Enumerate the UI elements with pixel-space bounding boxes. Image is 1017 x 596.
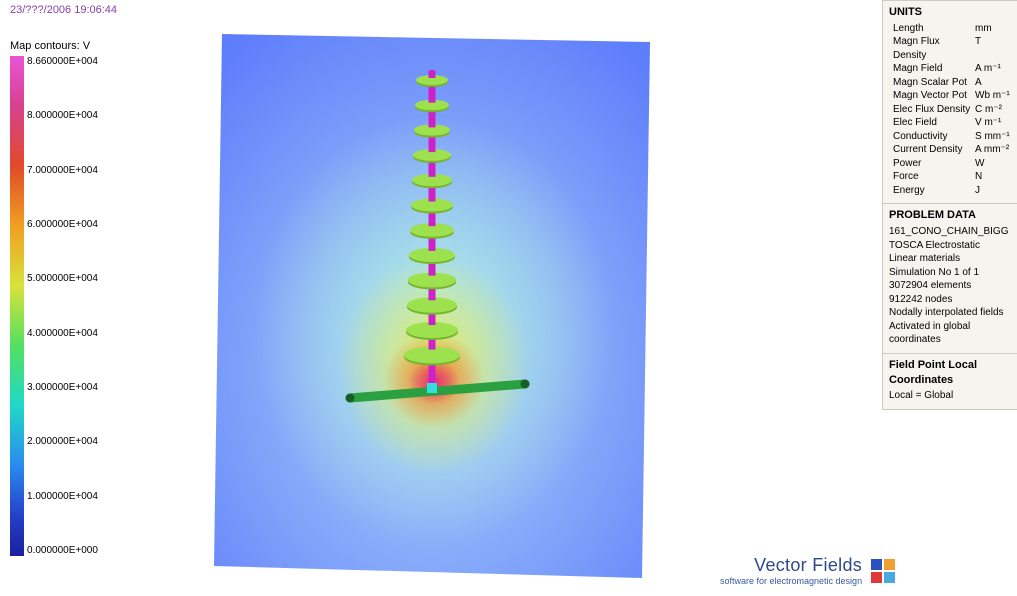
brand-title: Vector Fields bbox=[720, 555, 862, 576]
problem-data-line: 3072904 elements bbox=[889, 279, 1011, 293]
units-value: A mm⁻² bbox=[975, 143, 1011, 157]
units-name: Length bbox=[889, 22, 975, 36]
problem-data-line: Linear materials bbox=[889, 252, 1011, 266]
brand-logo bbox=[870, 558, 896, 584]
problem-data-line: 912242 nodes bbox=[889, 293, 1011, 307]
problem-data-line: 161_CONO_CHAIN_BIGG bbox=[889, 225, 1011, 239]
legend-tick-label: 7.000000E+004 bbox=[27, 165, 98, 176]
units-value: A m⁻¹ bbox=[975, 62, 1011, 76]
units-row: Magn FieldA m⁻¹ bbox=[889, 62, 1011, 76]
units-name: Elec Flux Density bbox=[889, 103, 975, 117]
units-name: Current Density bbox=[889, 143, 975, 157]
units-section: UNITS LengthmmMagn Flux DensityTMagn Fie… bbox=[883, 1, 1017, 204]
units-row: Elec FieldV m⁻¹ bbox=[889, 116, 1011, 130]
units-value: J bbox=[975, 184, 1011, 198]
units-row: Lengthmm bbox=[889, 22, 1011, 36]
legend-tick-label: 8.000000E+004 bbox=[27, 110, 98, 121]
units-value: C m⁻² bbox=[975, 103, 1011, 117]
fplc-line: Local = Global bbox=[889, 389, 1011, 403]
problem-data-line: TOSCA Electrostatic bbox=[889, 239, 1011, 253]
units-name: Magn Field bbox=[889, 62, 975, 76]
units-row: EnergyJ bbox=[889, 184, 1011, 198]
units-name: Magn Vector Pot bbox=[889, 89, 975, 103]
timestamp: 23/???/2006 19:06:44 bbox=[10, 4, 117, 16]
fplc-heading: Field Point Local Coordinates bbox=[889, 358, 1011, 388]
problem-data-line: Activated in global coordinates bbox=[889, 320, 1011, 347]
units-row: Magn Vector PotWb m⁻¹ bbox=[889, 89, 1011, 103]
units-name: Elec Field bbox=[889, 116, 975, 130]
legend-colorbar bbox=[10, 56, 24, 556]
legend-tick-label: 5.000000E+004 bbox=[27, 273, 98, 284]
legend-tick-label: 4.000000E+004 bbox=[27, 328, 98, 339]
legend-labels: 8.660000E+004 8.000000E+004 7.000000E+004 6… bbox=[27, 56, 98, 556]
units-name: Force bbox=[889, 170, 975, 184]
legend-tick-label: 6.000000E+004 bbox=[27, 219, 98, 230]
units-value: V m⁻¹ bbox=[975, 116, 1011, 130]
legend-title: Map contours: V bbox=[10, 40, 130, 52]
units-row: Elec Flux DensityC m⁻² bbox=[889, 103, 1011, 117]
legend-tick-label: 2.000000E+004 bbox=[27, 436, 98, 447]
units-value: N bbox=[975, 170, 1011, 184]
units-name: Energy bbox=[889, 184, 975, 198]
units-row: Current DensityA mm⁻² bbox=[889, 143, 1011, 157]
problem-data-heading: PROBLEM DATA bbox=[889, 208, 1011, 223]
legend-tick-label: 1.000000E+004 bbox=[27, 491, 98, 502]
problem-data-line: Simulation No 1 of 1 bbox=[889, 266, 1011, 280]
info-panel: UNITS LengthmmMagn Flux DensityTMagn Fie… bbox=[882, 0, 1017, 410]
units-name: Magn Flux Density bbox=[889, 35, 975, 62]
units-row: ConductivityS mm⁻¹ bbox=[889, 130, 1011, 144]
brand: Vector Fields software for electromagnet… bbox=[720, 555, 896, 586]
color-legend: Map contours: V 8.660000E+004 8.000000E+0… bbox=[10, 40, 130, 556]
units-value: mm bbox=[975, 22, 1011, 36]
problem-data-line: Nodally interpolated fields bbox=[889, 306, 1011, 320]
units-name: Magn Scalar Pot bbox=[889, 76, 975, 90]
legend-tick-label: 0.000000E+000 bbox=[27, 545, 98, 556]
fplc-section: Field Point Local Coordinates Local = Gl… bbox=[883, 354, 1017, 410]
field-plot bbox=[210, 30, 660, 580]
problem-data-section: PROBLEM DATA 161_CONO_CHAIN_BIGGTOSCA El… bbox=[883, 204, 1017, 353]
legend-tick-label: 3.000000E+004 bbox=[27, 382, 98, 393]
units-heading: UNITS bbox=[889, 5, 1011, 20]
legend-tick-label: 8.660000E+004 bbox=[27, 56, 98, 67]
units-value: T bbox=[975, 35, 1011, 62]
units-row: Magn Scalar PotA bbox=[889, 76, 1011, 90]
units-row: Magn Flux DensityT bbox=[889, 35, 1011, 62]
brand-subtitle: software for electromagnetic design bbox=[720, 576, 862, 586]
units-name: Power bbox=[889, 157, 975, 171]
units-name: Conductivity bbox=[889, 130, 975, 144]
units-row: ForceN bbox=[889, 170, 1011, 184]
units-value: W bbox=[975, 157, 1011, 171]
units-row: PowerW bbox=[889, 157, 1011, 171]
units-value: S mm⁻¹ bbox=[975, 130, 1011, 144]
units-value: Wb m⁻¹ bbox=[975, 89, 1011, 103]
units-value: A bbox=[975, 76, 1011, 90]
